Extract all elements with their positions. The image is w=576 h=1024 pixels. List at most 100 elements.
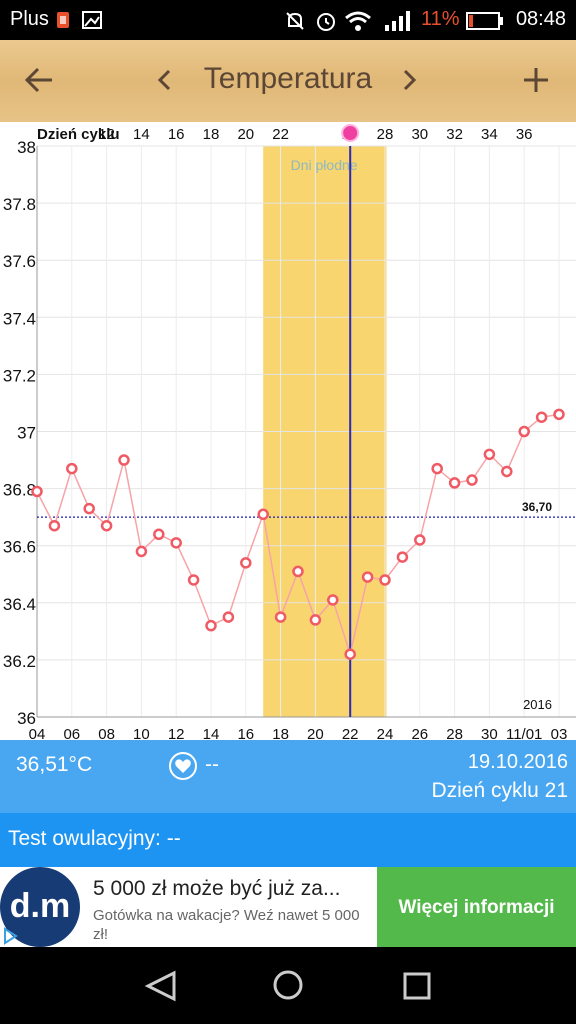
top-tick-label: 16: [168, 126, 185, 143]
x-tick-label: 22: [342, 726, 359, 740]
x-tick-label: 26: [411, 726, 428, 740]
signal-icon: [385, 11, 410, 31]
data-point: [448, 477, 461, 489]
ad-cta-button[interactable]: Więcej informacji: [377, 867, 576, 947]
y-tick-label: 36.2: [3, 652, 36, 671]
mute-icon: [286, 12, 304, 30]
data-point: [344, 648, 356, 660]
x-tick-label: 28: [446, 726, 463, 740]
top-tick-label: 34: [481, 126, 498, 143]
y-tick-label: 38: [17, 138, 36, 157]
x-tick-label: 04: [29, 726, 46, 740]
y-tick-label: 37.4: [3, 309, 36, 328]
clock: 08:48: [515, 8, 566, 30]
top-tick-label: 12: [98, 126, 115, 143]
recents-square-icon[interactable]: [402, 971, 432, 1001]
data-point: [501, 465, 513, 478]
sim-icon: [57, 12, 69, 28]
data-point: [222, 611, 235, 623]
data-point: [379, 574, 391, 586]
data-point: [135, 545, 148, 558]
data-point: [309, 614, 322, 626]
alarm-icon: [317, 13, 335, 31]
year-label: 2016: [523, 697, 552, 712]
back-triangle-icon[interactable]: [144, 970, 178, 1002]
chart-svg[interactable]: Dni płodne 36 36.2 36.4 36.6 36.8 37 37.2 37.4 37…: [0, 122, 576, 743]
day-info-panel: 36,51°C -- 19.10.2016 Dzień cyklu 21: [0, 740, 576, 813]
ad-headline[interactable]: 5 000 zł może być już za...: [93, 877, 341, 900]
x-tick-label: 10: [133, 726, 150, 740]
heart-icon[interactable]: [168, 751, 198, 781]
y-tick-label: 37: [17, 424, 36, 443]
data-point: [187, 574, 200, 586]
top-tick-label: 32: [446, 126, 463, 143]
top-tick-label: 14: [133, 126, 150, 143]
cycle-day-label: Dzień cyklu 21: [431, 779, 568, 802]
top-tick-label: 36: [516, 126, 533, 143]
data-point: [31, 485, 43, 498]
data-point: [483, 448, 496, 461]
ad-choices-icon[interactable]: [2, 927, 18, 945]
y-tick-label: 37.8: [3, 195, 36, 214]
y-tick-label: 37.2: [3, 366, 36, 385]
data-point: [553, 408, 565, 421]
x-tick-label: 20: [307, 726, 324, 740]
data-point: [170, 537, 182, 549]
y-tick-label: 36: [17, 709, 36, 728]
x-tick-label: 14: [203, 726, 220, 740]
data-point: [535, 411, 548, 423]
carrier-label: Plus: [10, 8, 49, 30]
y-tick-label: 36.4: [3, 595, 36, 614]
heart-value: --: [205, 753, 219, 776]
fertile-window-label: Dni płodne: [291, 157, 358, 173]
ad-cta-label: Więcej informacji: [398, 897, 555, 918]
data-point: [292, 565, 304, 578]
x-tick-label: 11/01: [506, 726, 542, 740]
chevron-right-icon[interactable]: [400, 69, 418, 91]
battery-percent: 11%: [421, 8, 460, 30]
top-tick-label: 20: [237, 126, 254, 143]
temperature-value: 36,51°C: [16, 753, 93, 776]
home-circle-icon[interactable]: [272, 969, 304, 1001]
ovulation-test-label: Test owulacyjny: --: [8, 827, 181, 850]
data-point: [414, 534, 426, 546]
data-point: [153, 528, 165, 541]
data-point: [205, 619, 217, 632]
top-tick-label: 28: [377, 126, 394, 143]
arrow-left-icon[interactable]: [24, 66, 54, 94]
ovulation-test-row[interactable]: Test owulacyjny: --: [0, 813, 576, 867]
ad-banner[interactable]: d.m 5 000 zł może być już za... Gotówka …: [0, 867, 576, 947]
x-tick-label: 06: [63, 726, 80, 740]
x-tick-label: 12: [168, 726, 185, 740]
app-bar: Temperatura: [0, 40, 576, 122]
date-label: 19.10.2016: [467, 751, 568, 773]
page-title: Temperatura: [203, 62, 373, 95]
top-tick-label: 18: [203, 126, 220, 143]
ad-logo-text: d.m: [9, 887, 71, 925]
top-tick-label: 22: [272, 126, 289, 143]
image-icon: [82, 11, 102, 29]
data-point: [274, 611, 287, 623]
data-point: [100, 519, 113, 532]
data-point: [396, 551, 409, 563]
y-tick-label: 36.8: [3, 481, 36, 500]
data-point: [466, 474, 478, 486]
chevron-left-icon[interactable]: [156, 69, 174, 91]
temperature-chart[interactable]: Dni płodne 36 36.2 36.4 36.6 36.8 37 37.2 37.4 37…: [0, 122, 576, 743]
ad-body: Gotówka na wakacje? Weź nawet 5 000 zł!: [93, 907, 360, 943]
data-point: [257, 508, 269, 521]
system-nav-bar: [0, 947, 576, 1024]
data-point: [66, 462, 78, 475]
x-tick-label: 03: [551, 726, 568, 740]
plus-icon[interactable]: [522, 66, 550, 94]
data-point: [83, 502, 95, 515]
y-tick-label: 36.6: [3, 538, 36, 557]
top-axis-title: Dzień cyklu: [37, 126, 120, 143]
data-point: [518, 425, 530, 438]
data-point: [118, 454, 130, 466]
x-tick-label: 30: [481, 726, 498, 740]
data-point: [48, 519, 61, 532]
x-tick-label: 16: [237, 726, 254, 740]
data-point: [240, 557, 252, 569]
coverline-label: 36,70: [522, 500, 552, 514]
